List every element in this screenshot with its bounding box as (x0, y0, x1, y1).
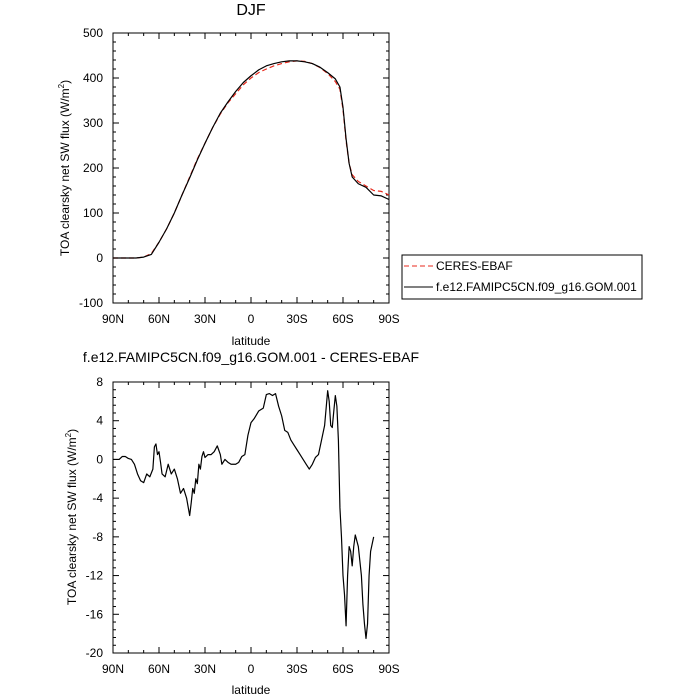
x-tick-label: 0 (248, 662, 255, 676)
axis-ticks: 90N 60N 30N 0 30S 60S 90S -20 -16 -12 -8 -4 0 4 8 (86, 375, 400, 676)
y-tick-label: 300 (83, 116, 103, 130)
x-tick-label: 30S (286, 312, 307, 326)
x-tick-label: 60N (148, 312, 170, 326)
series-line-difference-0 (113, 390, 375, 640)
x-tick-label: 60N (148, 662, 170, 676)
x-tick-label: 30S (286, 662, 307, 676)
y-tick-label: 200 (83, 161, 103, 175)
y-tick-label: -16 (86, 607, 104, 621)
y-tick-label: 0 (96, 251, 103, 265)
x-axis-label: latitude (232, 334, 271, 348)
y-tick-label: 4 (96, 414, 103, 428)
y-axis-label: TOA clearsky net SW flux (W/m2) (57, 80, 72, 256)
panel-climatology: DJF 90N 60N 30N 0 30S 60S 90S -100 0 100 200 300 400… (57, 2, 643, 348)
y-tick-label: 500 (83, 26, 103, 40)
legend-box (401, 254, 643, 300)
legend-label-ceres: CERES-EBAF (436, 259, 513, 273)
x-tick-label: 30N (194, 662, 216, 676)
y-tick-label: 400 (83, 71, 103, 85)
y-tick-label: -12 (86, 569, 104, 583)
legend-label-model: f.e12.FAMIPC5CN.f09_g16.GOM.001 (436, 280, 637, 294)
y-axis-label: TOA clearsky net SW flux (W/m2) (64, 429, 79, 605)
legend: CERES-EBAF f.e12.FAMIPC5CN.f09_g16.GOM.0… (401, 254, 643, 300)
series-group (113, 60, 390, 259)
x-axis-label: latitude (232, 683, 271, 697)
y-tick-label: -20 (86, 646, 104, 660)
y-tick-label: -8 (92, 530, 103, 544)
x-tick-label: 60S (332, 662, 353, 676)
y-tick-label: 0 (96, 452, 103, 466)
series-line-f-e12-famipc5cn-f09-g16-gom-001 (113, 60, 390, 259)
plot-frame (112, 32, 390, 304)
x-tick-label: 90N (102, 662, 124, 676)
x-tick-label: 0 (248, 312, 255, 326)
x-tick-label: 30N (194, 312, 216, 326)
chart-title: DJF (236, 2, 266, 19)
y-tick-label: -4 (92, 491, 103, 505)
x-tick-label: 90N (102, 312, 124, 326)
series-line-ceres-ebaf (113, 60, 390, 259)
series-group (113, 390, 375, 640)
x-tick-label: 60S (332, 312, 353, 326)
x-tick-label: 90S (378, 662, 399, 676)
axis-ticks: 90N 60N 30N 0 30S 60S 90S -100 0 100 200 300 400 500 (79, 26, 400, 326)
y-tick-label: 100 (83, 206, 103, 220)
chart-title: f.e12.FAMIPC5CN.f09_g16.GOM.001 - CERES-… (83, 349, 419, 365)
y-tick-label: -100 (79, 296, 103, 310)
x-tick-label: 90S (378, 312, 399, 326)
panel-difference: f.e12.FAMIPC5CN.f09_g16.GOM.001 - CERES-… (64, 349, 419, 697)
y-tick-label: 8 (96, 375, 103, 389)
